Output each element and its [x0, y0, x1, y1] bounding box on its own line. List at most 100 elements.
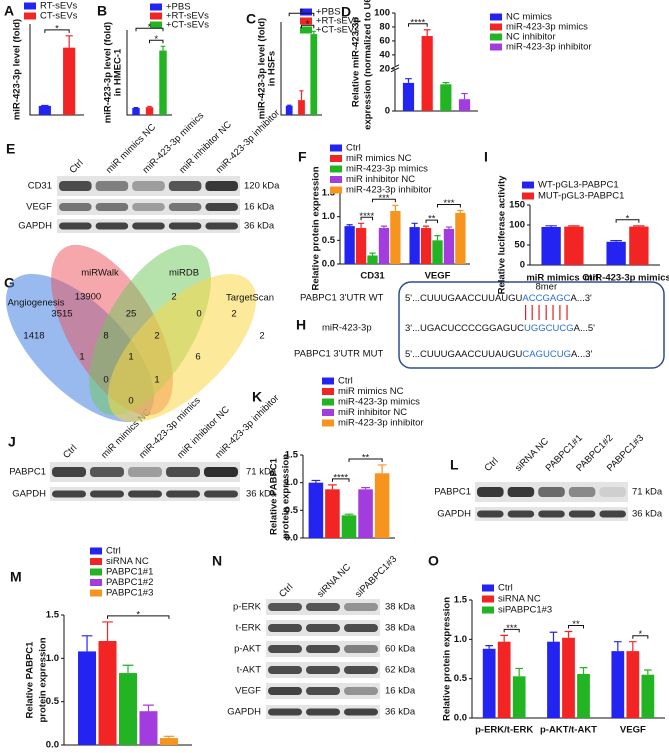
- legend-label: NC inhibitor: [506, 32, 556, 43]
- error-bar: [515, 667, 524, 677]
- panel-letter: B: [97, 3, 107, 19]
- x-tick-label: miR mimics Ctrl: [526, 273, 598, 284]
- y-axis-label: protein expression: [281, 454, 292, 539]
- bar: [512, 676, 526, 718]
- significance-bracket: [149, 39, 164, 44]
- legend-label: siRNA NC: [498, 594, 541, 605]
- y-tick-label: 1.5: [46, 610, 60, 621]
- sequence-part: A...3': [571, 349, 593, 360]
- bar: [482, 648, 496, 718]
- error-bar: [311, 30, 316, 35]
- error-bar: [485, 645, 493, 649]
- sequence-part: UGGCUCG: [524, 323, 574, 334]
- error-bar: [328, 484, 337, 490]
- error-bar: [102, 621, 113, 641]
- legend-swatch: [490, 43, 502, 51]
- y-tick-label: 40: [379, 49, 390, 60]
- blot-band: [344, 624, 378, 632]
- kda-label: 71 kDa: [632, 487, 663, 498]
- venn-count: 2: [231, 309, 236, 320]
- kda-label: 71 kDa: [246, 467, 277, 478]
- significance-label: ****: [359, 211, 374, 222]
- panel-letter: N: [212, 553, 222, 569]
- y-axis-label: miR-423-3p level (fold): [103, 22, 114, 123]
- bar: [358, 489, 373, 538]
- y-axis-label: Relative protein expression: [311, 166, 322, 290]
- error-bar: [163, 735, 175, 739]
- error-bar: [442, 82, 450, 85]
- bar: [355, 228, 367, 264]
- y-tick-label: 80: [379, 21, 390, 32]
- blot-band: [95, 203, 129, 211]
- venn-count: 13900: [75, 292, 101, 303]
- protein-label: PABPC1: [434, 487, 471, 498]
- bar: [611, 651, 625, 718]
- legend-label: +PBS: [316, 7, 341, 18]
- venn-count: 2: [171, 292, 176, 303]
- blot-band: [166, 490, 200, 498]
- blot-band: [95, 181, 129, 191]
- blot-band: [168, 181, 202, 191]
- legend-label: MUT-pGL3-PABPC1: [538, 191, 624, 202]
- legend-label: siRNA NC: [106, 556, 149, 567]
- bar: [390, 210, 401, 264]
- blot-band: [128, 467, 162, 477]
- x-tick-label: p-ERK/t-ERK: [475, 725, 533, 736]
- error-bar: [613, 641, 622, 652]
- bar: [409, 227, 420, 264]
- significance-bracket: [44, 29, 70, 33]
- bar: [159, 50, 167, 115]
- legend-label: PABPC1#2: [106, 577, 153, 588]
- panel-letter: O: [428, 553, 439, 569]
- protein-label: t-ERK: [236, 623, 262, 634]
- blot-band: [168, 203, 202, 211]
- error-bar: [160, 45, 166, 51]
- blot-band: [268, 603, 302, 611]
- legend-swatch: [90, 579, 102, 586]
- kda-label: 36 kDa: [244, 221, 275, 232]
- sequence-row-label: PABPC1 3'UTR WT: [300, 293, 384, 304]
- y-axis-label: Relative protein expression: [442, 597, 453, 721]
- blot-band: [204, 490, 238, 498]
- significance-label: *: [638, 629, 642, 640]
- blot-band: [268, 645, 302, 653]
- bar: [38, 105, 51, 115]
- panel-letter: E: [6, 141, 15, 157]
- blot-band: [306, 624, 340, 632]
- panel-letter: D: [341, 4, 351, 20]
- significance-label: *: [148, 22, 152, 33]
- legend-swatch: [490, 23, 502, 31]
- error-bar: [457, 209, 464, 213]
- axis: [126, 30, 172, 116]
- error-bar: [369, 252, 376, 256]
- y-tick-label: 0.0: [322, 259, 335, 270]
- seed-tag: 8mer: [535, 282, 557, 293]
- legend-label: siPABPC1#3: [498, 605, 552, 616]
- axis: [280, 22, 322, 116]
- blot-band: [268, 687, 302, 695]
- bar: [626, 651, 640, 718]
- significance-bracket: [632, 635, 649, 639]
- bar: [420, 228, 432, 264]
- axis: [29, 24, 84, 116]
- blot-band: [306, 687, 340, 695]
- kda-label: 38 kDa: [385, 602, 416, 613]
- legend-swatch: [330, 155, 342, 162]
- significance-bracket: [135, 27, 164, 32]
- bar: [378, 228, 390, 264]
- blot-band: [52, 490, 86, 498]
- blot-band: [205, 181, 238, 191]
- error-bar: [434, 235, 441, 241]
- sequence-part: 3'...UGACUCCCCGGAGUC: [405, 323, 524, 334]
- blot-band: [59, 203, 92, 211]
- blot-band: [568, 510, 596, 518]
- venn-count: 0: [103, 375, 108, 386]
- blot-band: [306, 645, 340, 653]
- error-bar: [405, 78, 412, 83]
- protein-label: VEGF: [26, 202, 52, 213]
- y-axis-label: in HMEC-1: [113, 48, 124, 96]
- error-bar: [545, 225, 557, 227]
- panel-letter: C: [246, 11, 256, 27]
- blot-band: [90, 490, 124, 498]
- lane-label: siRNA NC: [315, 562, 353, 600]
